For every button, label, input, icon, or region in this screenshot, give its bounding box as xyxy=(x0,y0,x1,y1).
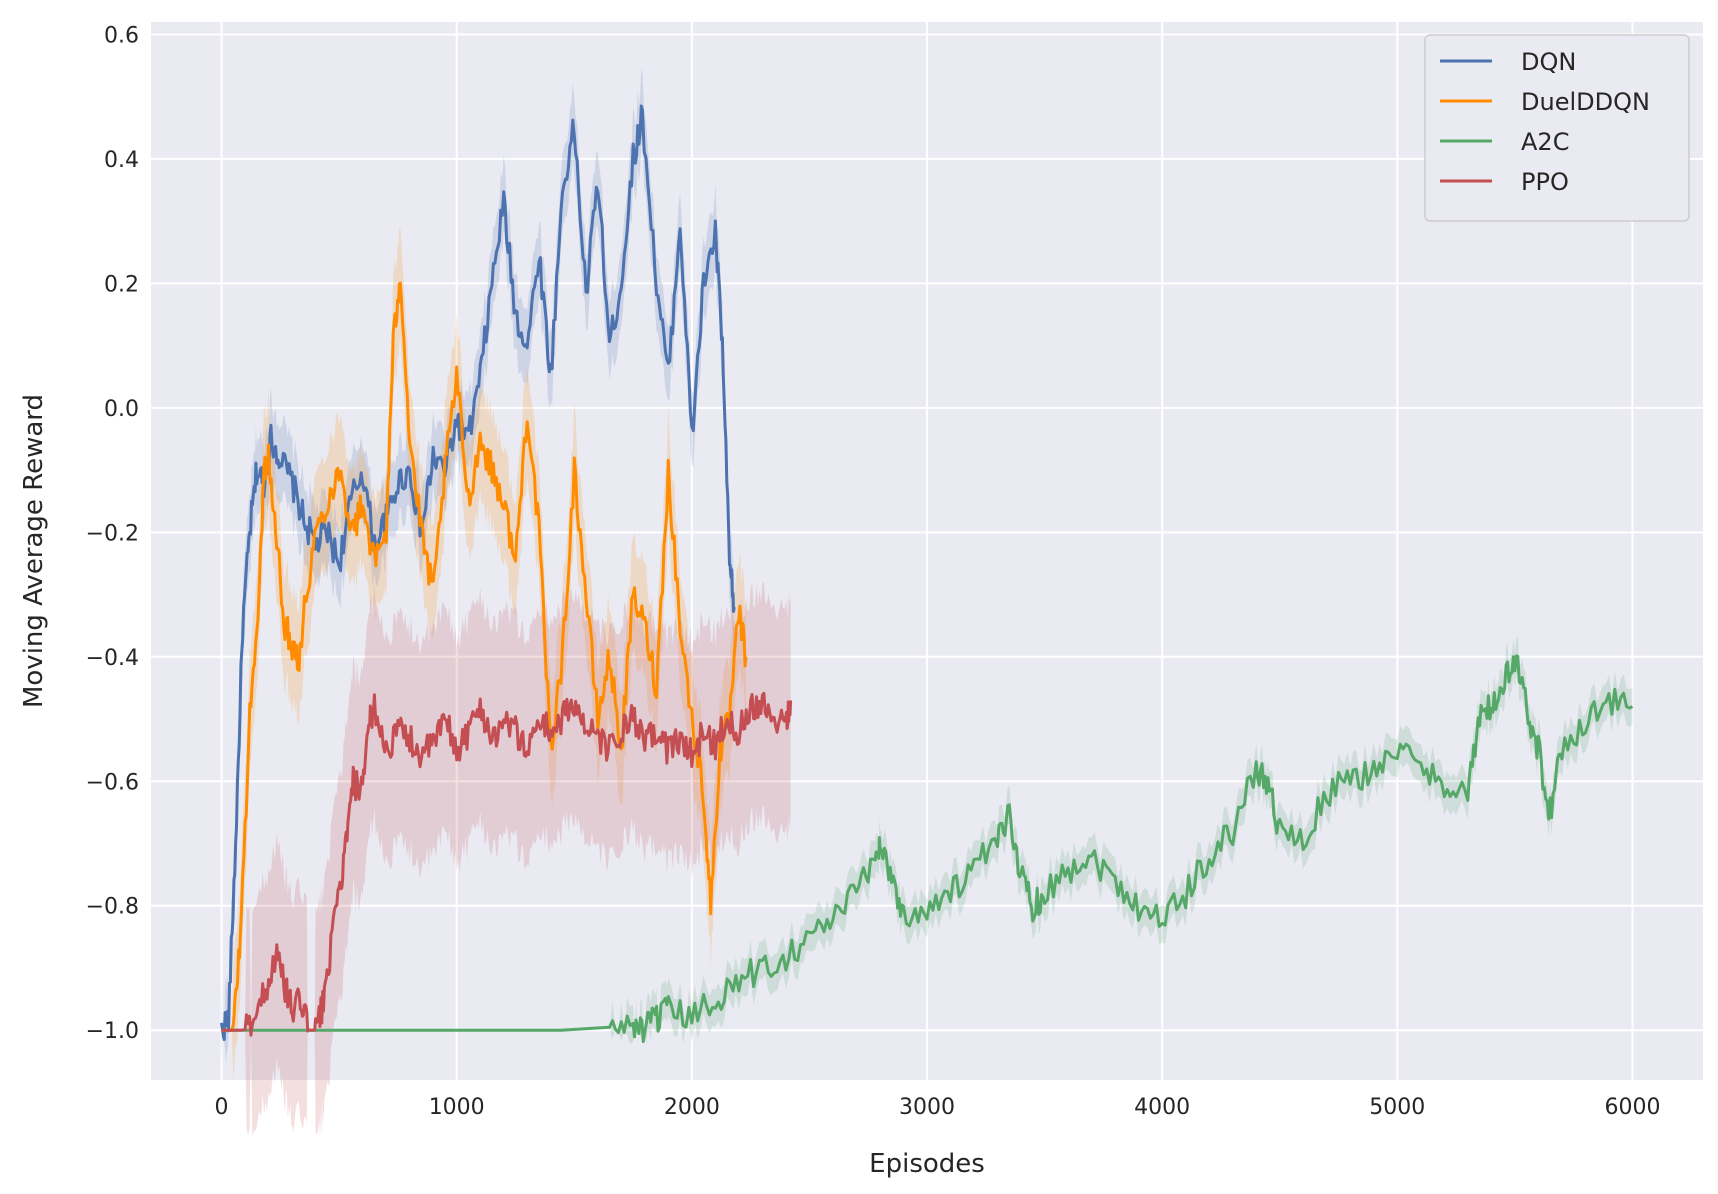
legend-label: A2C xyxy=(1521,128,1569,156)
legend-label: DuelDDQN xyxy=(1521,88,1650,116)
series-line-ppo xyxy=(221,691,793,1037)
y-tick-label: 0.2 xyxy=(104,272,139,297)
y-tick-label: 0.0 xyxy=(104,397,139,422)
y-tick-label: 0.6 xyxy=(104,23,139,48)
x-tick-label: 0 xyxy=(215,1095,229,1120)
x-tick-label: 5000 xyxy=(1369,1095,1425,1120)
x-tick-label: 6000 xyxy=(1604,1095,1660,1120)
y-tick-label: −0.8 xyxy=(86,895,139,920)
y-tick-label: 0.4 xyxy=(104,148,139,173)
x-axis-label: Episodes xyxy=(869,1149,985,1179)
y-tick-label: −0.6 xyxy=(86,770,139,795)
x-tick-label: 1000 xyxy=(429,1095,485,1120)
y-axis-label: Moving Average Reward xyxy=(19,394,49,708)
band-duelddqn xyxy=(221,227,746,1082)
y-tick-labels: 0.6 0.4 0.2 0.0 −0.2 −0.4 −0.6 −0.8 −1.0 xyxy=(86,23,139,1044)
x-tick-label: 4000 xyxy=(1134,1095,1190,1120)
legend-box xyxy=(1424,34,1690,222)
y-tick-label: −0.2 xyxy=(86,521,139,546)
y-tick-label: −0.4 xyxy=(86,646,139,671)
legend-label: PPO xyxy=(1521,168,1569,196)
confidence-bands xyxy=(221,68,1633,1139)
legend: DQN DuelDDQN A2C PPO xyxy=(1424,34,1690,222)
series-line-duelddqn xyxy=(221,281,748,1032)
legend-items: DQN DuelDDQN A2C PPO xyxy=(1440,48,1650,196)
grid xyxy=(151,22,1703,1080)
band-ppo xyxy=(221,581,791,1139)
x-tick-labels: 0 1000 2000 3000 4000 5000 6000 xyxy=(215,1095,1661,1120)
x-tick-label: 3000 xyxy=(899,1095,955,1120)
legend-label: DQN xyxy=(1521,48,1576,76)
series-lines xyxy=(220,104,1634,1043)
series-line-dqn xyxy=(220,104,736,1042)
y-tick-label: −1.0 xyxy=(86,1019,139,1044)
band-dqn xyxy=(221,68,735,1064)
series-line-a2c xyxy=(221,654,1634,1043)
x-tick-label: 2000 xyxy=(664,1095,720,1120)
